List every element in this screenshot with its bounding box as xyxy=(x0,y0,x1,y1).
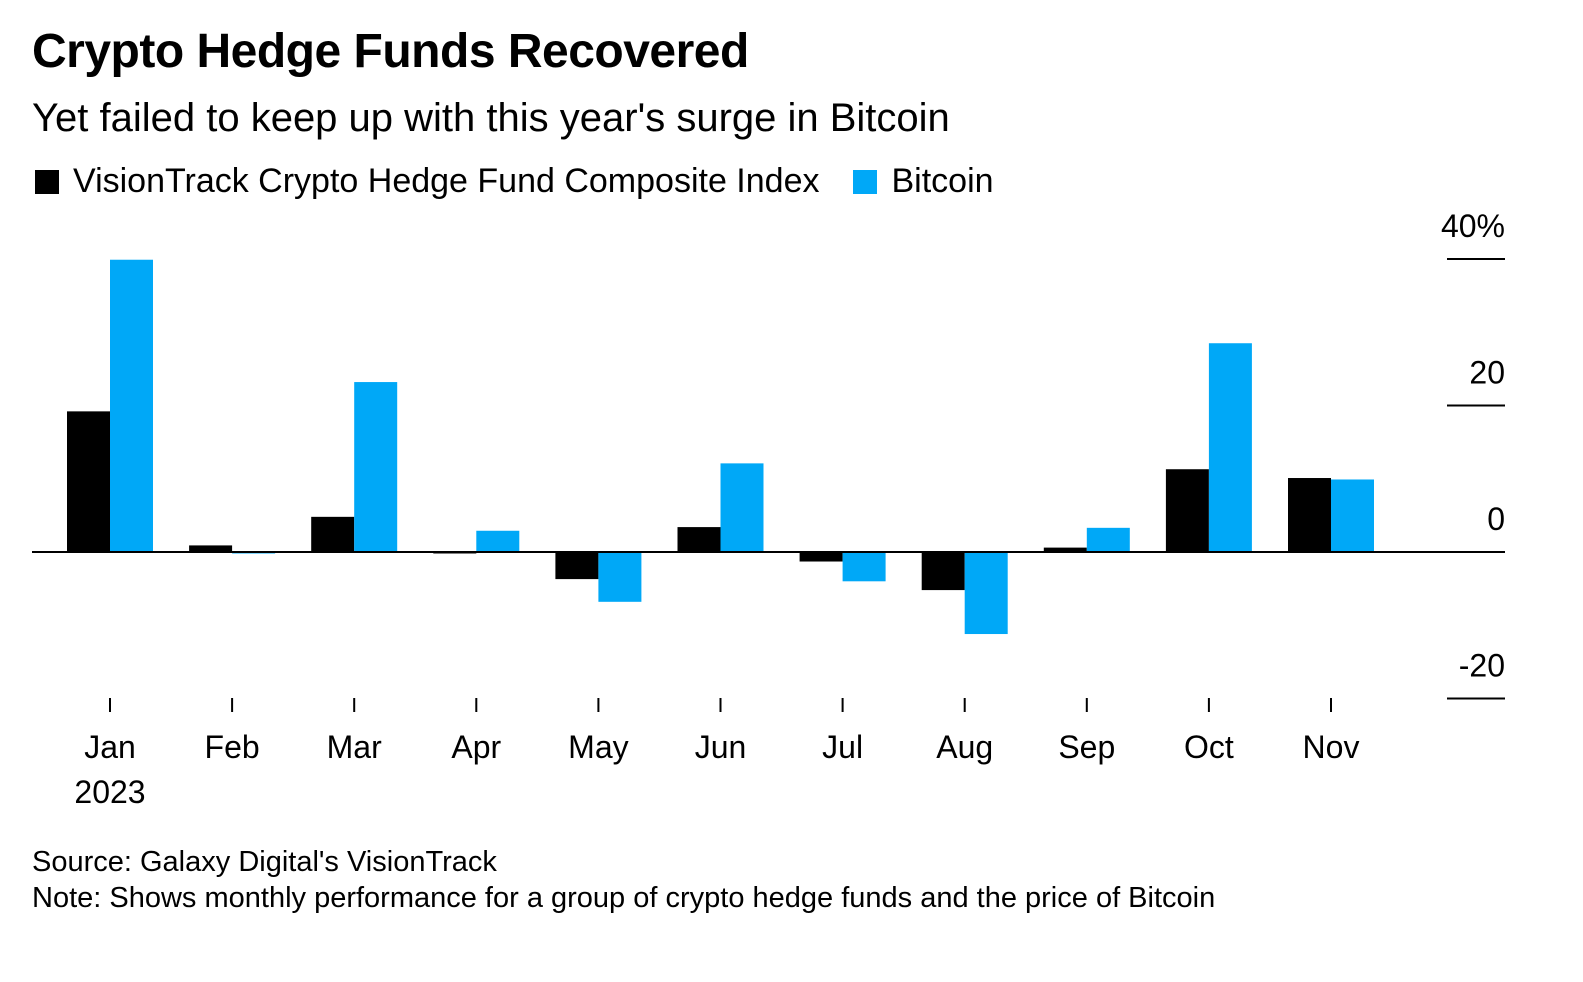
x-tick-label-jun: Jun xyxy=(695,729,747,765)
x-tick-label-feb: Feb xyxy=(205,729,260,765)
x-tick-label-mar: Mar xyxy=(327,729,382,765)
x-tick-label-may: May xyxy=(568,729,628,765)
source-note: Source: Galaxy Digital's VisionTrack xyxy=(32,846,497,878)
x-tick-label-sep: Sep xyxy=(1058,729,1115,765)
x-tick-label-aug: Aug xyxy=(936,729,993,765)
y-tick-label: -20 xyxy=(1459,648,1505,684)
x-tick-label-apr: Apr xyxy=(451,729,501,765)
bar-hedge-fund-oct xyxy=(1165,469,1209,552)
chart-subtitle: Yet failed to keep up with this year's s… xyxy=(32,96,950,140)
y-tick-label: 20 xyxy=(1469,355,1505,391)
legend-swatch-hedge-fund xyxy=(35,169,59,194)
legend-label-hedge-fund: VisionTrack Crypto Hedge Fund Composite … xyxy=(73,162,820,200)
bar-bitcoin-mar xyxy=(354,382,398,552)
x-year-label: 2023 xyxy=(74,774,145,810)
x-tick-label-jul: Jul xyxy=(822,729,863,765)
x-tick-label-jan: Jan xyxy=(84,729,136,765)
bar-bitcoin-apr xyxy=(476,530,520,552)
chart-title: Crypto Hedge Funds Recovered xyxy=(32,25,749,78)
bar-bitcoin-may xyxy=(598,552,642,602)
bar-hedge-fund-jun xyxy=(677,527,721,552)
y-tick-label: 0 xyxy=(1487,501,1505,537)
legend: VisionTrack Crypto Hedge Fund Composite … xyxy=(35,162,994,201)
y-tick-label: 40% xyxy=(1441,208,1505,244)
bar-bitcoin-jul xyxy=(842,552,886,582)
bar-bitcoin-nov xyxy=(1331,479,1374,552)
bar-bitcoin-aug xyxy=(964,552,1008,635)
bar-hedge-fund-sep xyxy=(1043,547,1087,552)
bar-hedge-fund-may xyxy=(555,552,599,580)
bar-hedge-fund-feb xyxy=(189,545,233,552)
legend-label-bitcoin: Bitcoin xyxy=(891,162,994,200)
footnote: Note: Shows monthly performance for a gr… xyxy=(32,882,1216,914)
bar-hedge-fund-jan xyxy=(67,411,110,552)
bar-hedge-fund-jul xyxy=(799,552,843,562)
bar-chart: -20 0 20 40% Jan Feb Mar Apr May Jun Jul Aug Sep Oct N… xyxy=(32,208,1505,810)
bar-bitcoin-sep xyxy=(1086,527,1130,552)
legend-swatch-bitcoin xyxy=(853,169,878,194)
bar-hedge-fund-mar xyxy=(311,516,355,552)
x-tick-label-oct: Oct xyxy=(1184,729,1234,765)
bar-bitcoin-jun xyxy=(720,463,764,552)
bar-hedge-fund-nov xyxy=(1288,478,1331,552)
bar-bitcoin-oct xyxy=(1208,343,1252,552)
x-tick-label-nov: Nov xyxy=(1303,729,1360,765)
bar-bitcoin-jan xyxy=(110,259,153,552)
bar-hedge-fund-aug xyxy=(921,552,965,591)
